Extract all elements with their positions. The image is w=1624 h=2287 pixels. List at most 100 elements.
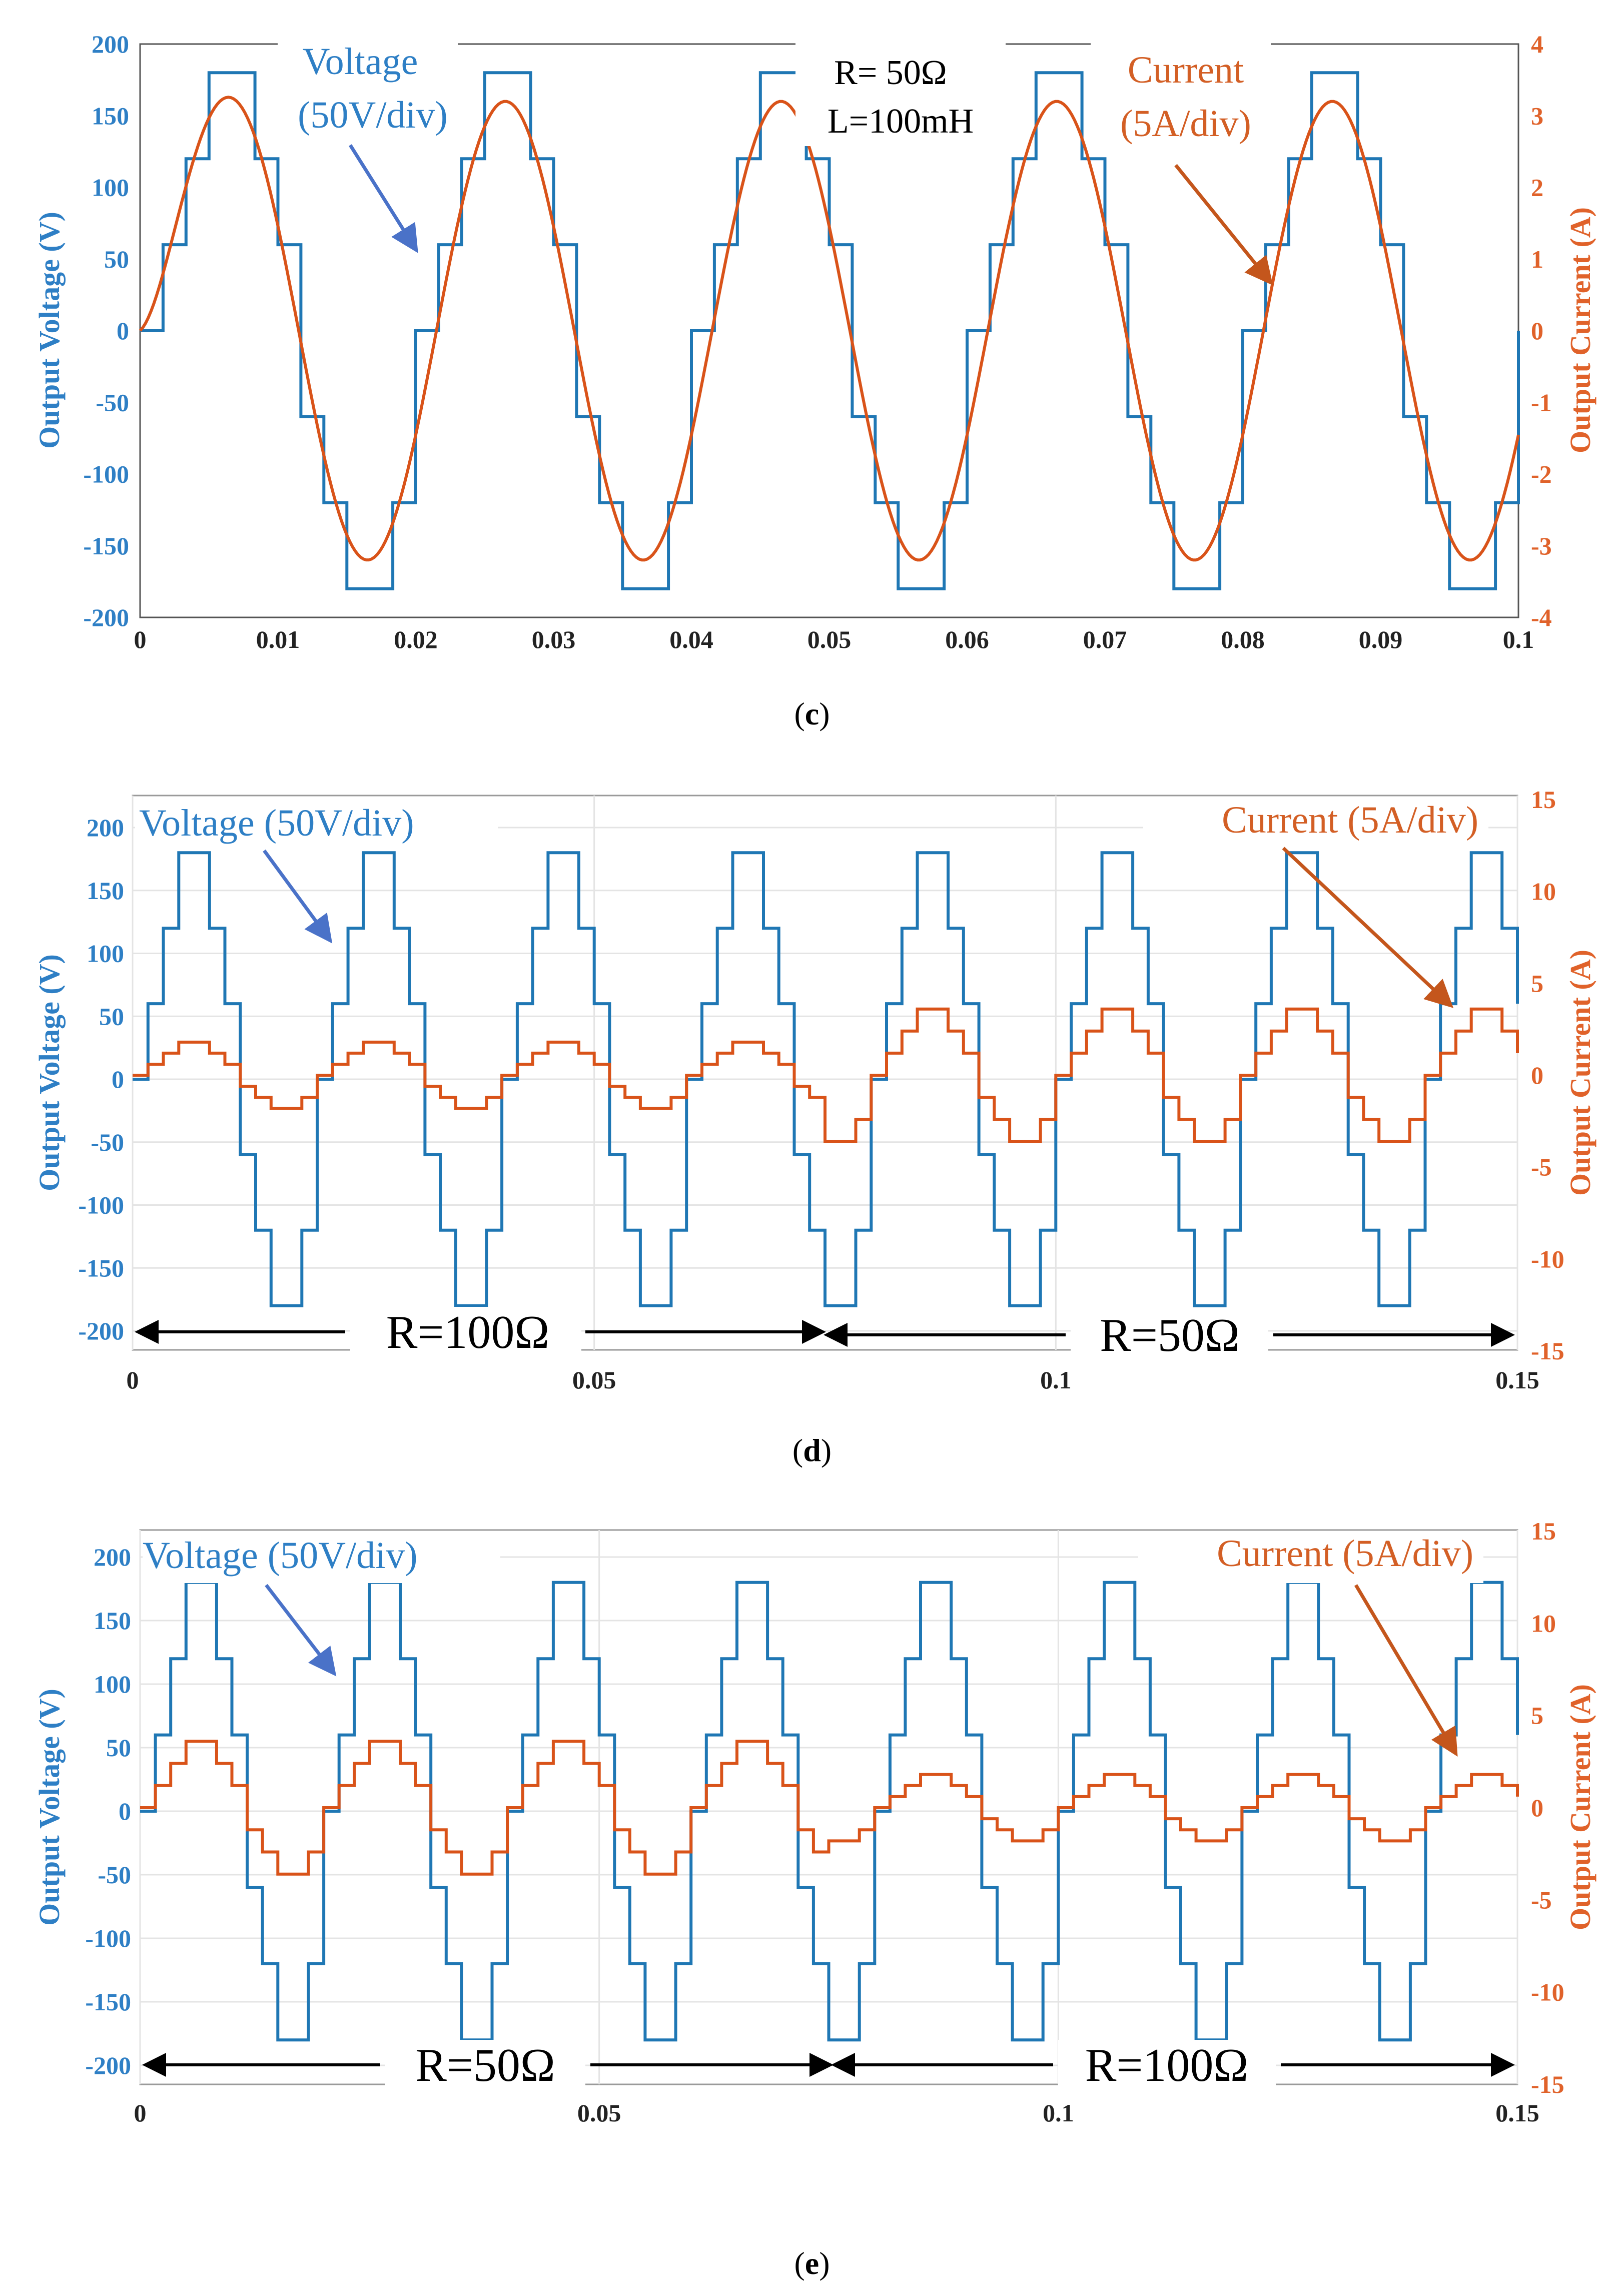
x-tick-label: 0.1 xyxy=(1040,1366,1072,1394)
left-tick-label: 150 xyxy=(94,1607,131,1635)
panel-d-x-ticks: 0 0.05 0.1 0.15 xyxy=(127,1366,1539,1394)
x-tick-label: 0.05 xyxy=(572,1366,616,1394)
left-tick-label: 50 xyxy=(106,1734,131,1762)
left-tick-label: -150 xyxy=(78,1254,124,1282)
x-tick-label: 0.05 xyxy=(807,625,852,653)
left-tick-label: -200 xyxy=(78,1317,124,1345)
right-tick-label: 0 xyxy=(1531,1794,1543,1822)
left-tick-label: 0 xyxy=(112,1065,124,1093)
right-tick-label: 0 xyxy=(1531,317,1543,345)
x-tick-label: 0.09 xyxy=(1359,625,1403,653)
left-tick-label: 150 xyxy=(87,877,124,905)
right-tick-label: 0 xyxy=(1531,1061,1543,1089)
panel-d-current-trace xyxy=(133,1007,1519,1143)
x-tick-label: 0.15 xyxy=(1495,1366,1539,1394)
panel-e-current-arrow xyxy=(1354,1584,1458,1757)
panel-c-left-axis-label: Output Voltage (V) xyxy=(33,212,66,449)
right-tick-label: 15 xyxy=(1531,786,1556,814)
panel-d-region2-label: R=50Ω xyxy=(1100,1309,1240,1361)
left-tick-label: 100 xyxy=(87,940,124,968)
right-tick-label: -3 xyxy=(1531,532,1552,560)
panel-c-left-ticks: 200 150 100 50 0 -50 -100 -150 -200 xyxy=(83,30,129,631)
x-tick-label: 0 xyxy=(127,1366,139,1394)
left-tick-label: 200 xyxy=(87,814,124,842)
panel-e-x-ticks: 0 0.05 0.1 0.15 xyxy=(134,2099,1539,2127)
panel-d-left-axis-label: Output Voltage (V) xyxy=(33,954,66,1191)
left-tick-label: -100 xyxy=(85,1924,131,1952)
panel-c-voltage-arrow xyxy=(349,144,418,253)
panel-c-right-ticks: 4 3 2 1 0 -1 -2 -3 -4 xyxy=(1531,30,1552,631)
left-tick-label: -100 xyxy=(78,1191,124,1219)
x-tick-label: 0.15 xyxy=(1495,2099,1539,2127)
right-tick-label: 5 xyxy=(1531,1702,1543,1730)
panel-c-inductance-annotation: L=100mH xyxy=(828,102,974,141)
left-tick-label: -200 xyxy=(85,2051,131,2079)
panel-e-left-axis-label: Output Voltage (V) xyxy=(33,1689,66,1926)
x-tick-label: 0.02 xyxy=(394,625,438,653)
panel-d-region1-label: R=100Ω xyxy=(386,1306,550,1358)
panel-d-current-annotation: Current (5A/div) xyxy=(1222,799,1478,841)
right-tick-label: 15 xyxy=(1531,1517,1556,1545)
panel-d-right-ticks: 15 10 5 0 -5 -10 -15 xyxy=(1531,786,1564,1365)
panel-d-caption: (d) xyxy=(792,1432,832,1468)
panel-d-left-ticks: 200 150 100 50 0 -50 -100 -150 -200 xyxy=(78,814,124,1345)
panel-e-current-annotation: Current (5A/div) xyxy=(1217,1533,1473,1575)
panel-c-caption: (c) xyxy=(794,696,830,731)
right-tick-label: -10 xyxy=(1531,1978,1564,2006)
right-tick-label: 10 xyxy=(1531,1609,1556,1637)
panel-e-caption: (e) xyxy=(794,2245,830,2281)
x-tick-label: 0 xyxy=(134,625,147,653)
panel-c-voltage-annotation-line1: Voltage xyxy=(303,41,418,83)
right-tick-label: 10 xyxy=(1531,878,1556,906)
x-tick-label: 0.04 xyxy=(669,625,713,653)
right-tick-label: 4 xyxy=(1531,30,1543,58)
right-tick-label: -15 xyxy=(1531,2070,1564,2098)
panel-e-right-ticks: 15 10 5 0 -5 -10 -15 xyxy=(1531,1517,1564,2098)
x-tick-label: 0.06 xyxy=(945,625,989,653)
panel-c-voltage-annotation-line2: (50V/div) xyxy=(298,94,448,136)
panel-c-current-annotation-line1: Current xyxy=(1128,49,1244,91)
left-tick-label: -50 xyxy=(96,388,129,416)
right-tick-label: -1 xyxy=(1531,388,1552,416)
panel-d-voltage-annotation: Voltage (50V/div) xyxy=(139,802,414,844)
left-tick-label: 200 xyxy=(92,30,129,58)
right-tick-label: 2 xyxy=(1531,174,1543,202)
panel-c-resistance-annotation: R= 50Ω xyxy=(834,54,947,92)
panel-d-current-arrow xyxy=(1282,847,1454,1008)
panel-e-left-ticks: 200 150 100 50 0 -50 -100 -150 -200 xyxy=(85,1543,131,2079)
left-tick-label: -150 xyxy=(85,1988,131,2016)
panel-c-current-annotation-line2: (5A/div) xyxy=(1120,103,1251,145)
left-tick-label: 50 xyxy=(99,1002,124,1030)
left-tick-label: -50 xyxy=(98,1861,131,1889)
panel-e-region2-label: R=100Ω xyxy=(1085,2039,1249,2091)
left-tick-label: 150 xyxy=(92,102,129,130)
right-tick-label: -15 xyxy=(1531,1337,1564,1365)
left-tick-label: -50 xyxy=(91,1128,124,1156)
x-tick-label: 0.1 xyxy=(1043,2099,1074,2127)
x-tick-label: 0.05 xyxy=(577,2099,621,2127)
right-tick-label: -4 xyxy=(1531,603,1552,631)
panel-e-voltage-annotation: Voltage (50V/div) xyxy=(143,1535,418,1577)
left-tick-label: -150 xyxy=(83,532,129,560)
panel-e-right-axis-label: Output Current (A) xyxy=(1564,1684,1596,1930)
right-tick-label: -5 xyxy=(1531,1886,1552,1914)
right-tick-label: -2 xyxy=(1531,460,1552,488)
x-tick-label: 0.08 xyxy=(1221,625,1265,653)
left-tick-label: -100 xyxy=(83,460,129,488)
x-tick-label: 0.07 xyxy=(1083,625,1127,653)
panel-c-x-ticks: 0 0.01 0.02 0.03 0.04 0.05 0.06 0.07 0.08 0.09 0.1 xyxy=(134,625,1534,653)
panel-d-voltage-trace xyxy=(133,851,1519,1307)
panel-d-voltage-arrow xyxy=(263,849,333,944)
left-tick-label: 0 xyxy=(119,1797,131,1825)
x-tick-label: 0.1 xyxy=(1503,625,1534,653)
panel-c-right-axis-label: Output Current (A) xyxy=(1564,207,1596,453)
right-tick-label: 3 xyxy=(1531,102,1543,130)
panel-e-current-trace xyxy=(140,1740,1519,1876)
left-tick-label: 200 xyxy=(94,1543,131,1571)
panel-c-chart: 200 150 100 50 0 -50 -100 -150 -200 4 3 2 1 0 -1 -2 -3 -… xyxy=(33,30,1596,731)
panel-c-current-arrow xyxy=(1174,164,1273,286)
left-tick-label: 100 xyxy=(94,1670,131,1698)
right-tick-label: 1 xyxy=(1531,245,1543,273)
